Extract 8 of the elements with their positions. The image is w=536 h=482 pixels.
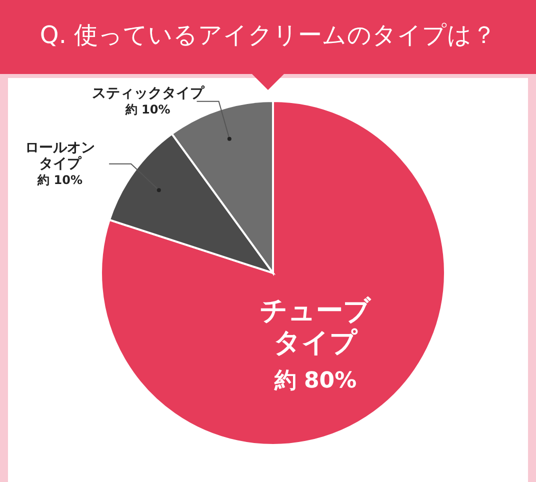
chart-title: Q. 使っているアイクリームのタイプは？: [38, 20, 498, 51]
slice-label: ロールオンタイプ: [25, 140, 96, 172]
slice-label: スティックタイプ: [92, 84, 205, 102]
data-label: 約 10%: [36, 172, 83, 187]
pie-slice: [100, 100, 446, 446]
data-label: 約 10%: [124, 102, 170, 116]
slice-label: チューブタイプ: [260, 295, 372, 358]
data-label: 約 80%: [273, 368, 357, 394]
